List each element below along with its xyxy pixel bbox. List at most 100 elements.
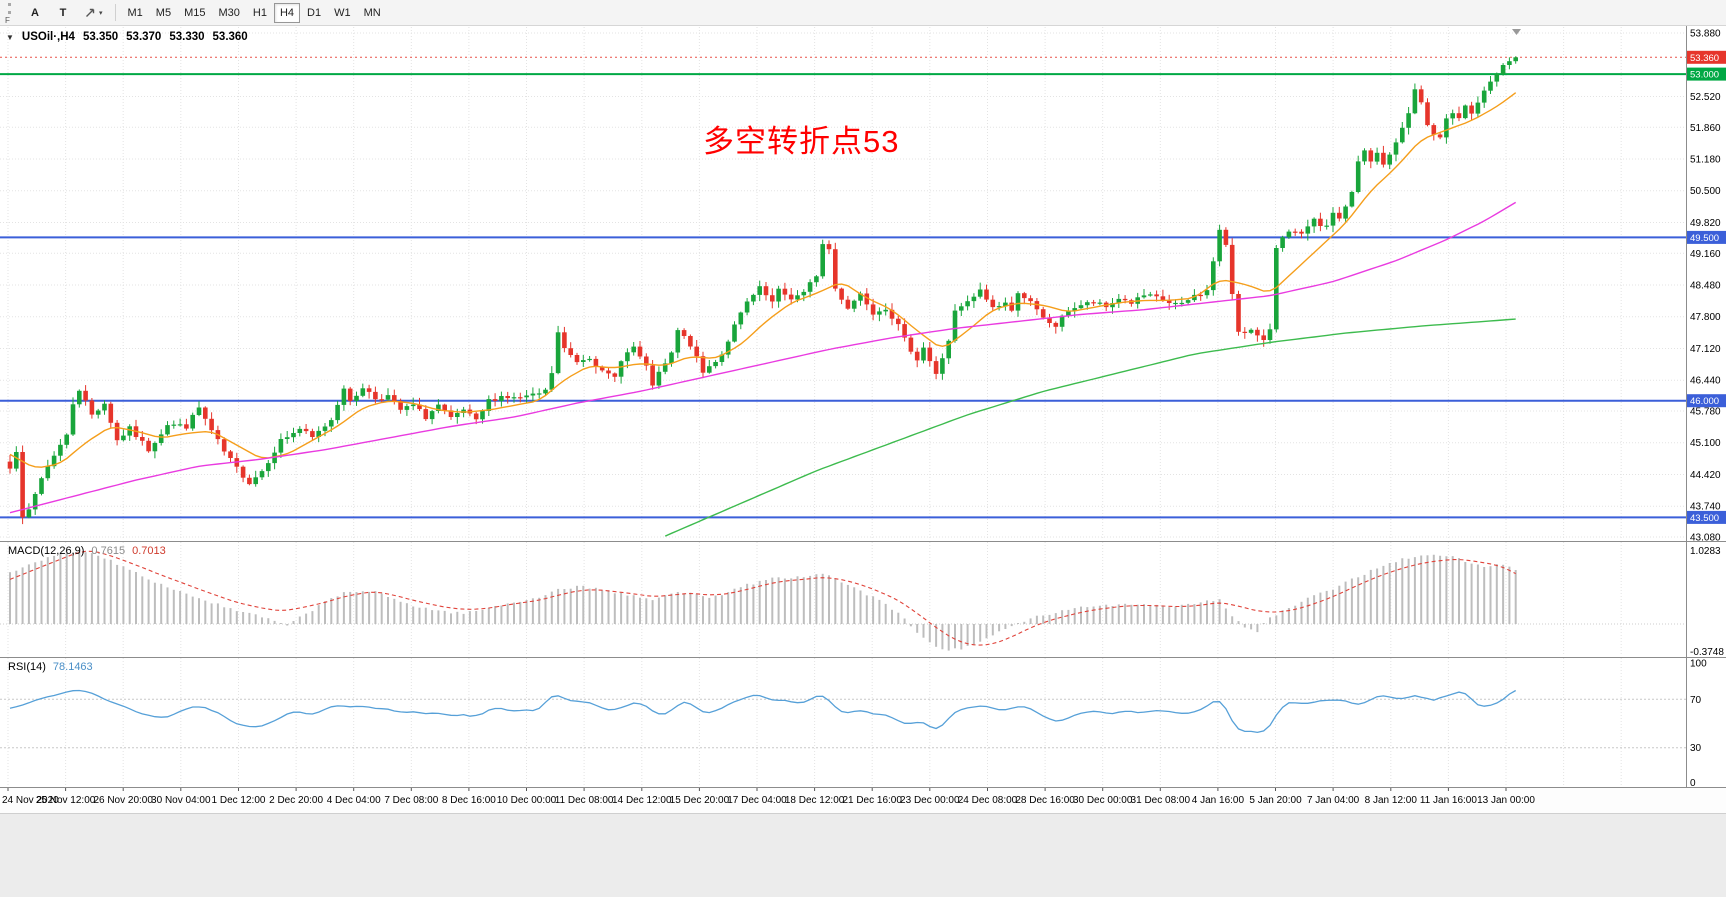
- arrow-tool-button[interactable]: ▾: [78, 3, 109, 23]
- ma-fast-line: [9, 92, 1517, 468]
- toolbar: F A T ▾ M1 M5 M15 M30 H1 H4 D1 W1 MN: [0, 0, 1726, 26]
- window-bottom-area: [0, 813, 1726, 897]
- svg-text:17 Dec 04:00: 17 Dec 04:00: [727, 795, 787, 806]
- svg-text:30 Nov 04:00: 30 Nov 04:00: [151, 795, 211, 806]
- price-axis-labels: 53.880 52.520 51.860 51.180 50.500 49.820 49.1…: [1690, 29, 1721, 544]
- svg-text:7 Jan 04:00: 7 Jan 04:00: [1307, 795, 1360, 806]
- svg-text:25 Nov 12:00: 25 Nov 12:00: [36, 795, 96, 806]
- svg-text:4 Dec 04:00: 4 Dec 04:00: [327, 795, 381, 806]
- svg-text:13 Jan 00:00: 13 Jan 00:00: [1477, 795, 1535, 806]
- macd-name: MACD(12,26,9): [8, 545, 85, 557]
- svg-text:30 Dec 00:00: 30 Dec 00:00: [1073, 795, 1133, 806]
- svg-text:51.180: 51.180: [1690, 155, 1721, 166]
- svg-text:70: 70: [1690, 695, 1702, 706]
- macd-signal-value: 0.7013: [132, 545, 166, 557]
- svg-text:52.520: 52.520: [1690, 92, 1721, 103]
- ohlc-open-value: 53.350: [82, 31, 119, 43]
- svg-text:2 Dec 20:00: 2 Dec 20:00: [269, 795, 323, 806]
- rsi-indicator-label: RSI(14) 78.1463: [8, 661, 93, 673]
- svg-text:49.820: 49.820: [1690, 218, 1721, 229]
- svg-text:8 Dec 16:00: 8 Dec 16:00: [442, 795, 496, 806]
- svg-text:49.160: 49.160: [1690, 249, 1721, 260]
- price-badge-43.500: 43.500: [1687, 510, 1726, 524]
- svg-text:11 Jan 16:00: 11 Jan 16:00: [1420, 795, 1478, 806]
- chart-annotation-text[interactable]: 多空转折点53: [703, 124, 900, 159]
- svg-text:30: 30: [1690, 743, 1702, 754]
- rsi-value: 78.1463: [52, 661, 93, 673]
- svg-text:11 Dec 08:00: 11 Dec 08:00: [555, 795, 614, 806]
- svg-text:0: 0: [1690, 778, 1696, 789]
- ohlc-close-value: 53.360: [212, 31, 248, 43]
- timeframe-m1-button[interactable]: M1: [122, 3, 149, 23]
- svg-text:45.780: 45.780: [1690, 407, 1721, 418]
- ma-mid-line: [9, 201, 1517, 514]
- macd-panel-surface[interactable]: [0, 542, 1686, 656]
- svg-text:53.880: 53.880: [1690, 29, 1721, 40]
- rsi-axis-labels: 100 70 30 0: [1690, 659, 1707, 790]
- time-axis-labels: 24 Nov 202025 Nov 12:0026 Nov 20:0030 No…: [2, 788, 1535, 806]
- svg-text:47.120: 47.120: [1690, 344, 1721, 355]
- price-axis-surface[interactable]: [1687, 26, 1726, 787]
- toolbar-f-label: F: [5, 15, 10, 25]
- timeframe-mn-button[interactable]: MN: [358, 3, 387, 23]
- svg-text:48.480: 48.480: [1690, 281, 1721, 292]
- toolbar-drag-handle[interactable]: [8, 2, 11, 14]
- timeframe-d1-button[interactable]: D1: [301, 3, 327, 23]
- text-tool-button[interactable]: T: [50, 3, 76, 23]
- toolbar-separator: [114, 4, 116, 21]
- svg-text:46.000: 46.000: [1690, 396, 1719, 407]
- time-axis-surface[interactable]: [0, 788, 1686, 812]
- svg-text:7 Dec 08:00: 7 Dec 08:00: [384, 795, 438, 806]
- svg-text:18 Dec 12:00: 18 Dec 12:00: [785, 795, 845, 806]
- svg-text:43.500: 43.500: [1690, 513, 1719, 524]
- svg-text:1 Dec 12:00: 1 Dec 12:00: [212, 795, 266, 806]
- price-badge-53.360: 53.360: [1687, 50, 1726, 64]
- timeframe-m5-button[interactable]: M5: [150, 3, 177, 23]
- svg-text:44.420: 44.420: [1690, 470, 1721, 481]
- svg-text:4 Jan 16:00: 4 Jan 16:00: [1192, 795, 1245, 806]
- ma-slow-line: [664, 318, 1516, 537]
- svg-text:43.080: 43.080: [1690, 533, 1721, 544]
- svg-text:8 Jan 12:00: 8 Jan 12:00: [1365, 795, 1418, 806]
- macd-main-value: 0.7615: [91, 545, 126, 557]
- svg-text:24 Dec 08:00: 24 Dec 08:00: [958, 795, 1018, 806]
- svg-text:24 Nov 2020: 24 Nov 2020: [2, 795, 59, 806]
- candlesticks-layer: [7, 56, 1518, 525]
- svg-text:21 Dec 16:00: 21 Dec 16:00: [842, 795, 902, 806]
- svg-text:100: 100: [1690, 659, 1707, 670]
- grid-layer: [0, 27, 1686, 786]
- symbol-period-label: USOil·,H4: [21, 31, 75, 43]
- svg-text:-0.3748: -0.3748: [1690, 647, 1724, 658]
- timeframe-w1-button[interactable]: W1: [328, 3, 357, 23]
- macd-indicator-label: MACD(12,26,9) 0.7615 0.7013: [8, 545, 166, 557]
- svg-text:43.740: 43.740: [1690, 502, 1721, 513]
- svg-text:53.360: 53.360: [1690, 53, 1719, 64]
- svg-text:23 Dec 00:00: 23 Dec 00:00: [900, 795, 960, 806]
- toolbar-handle-wrap: F: [2, 1, 20, 25]
- ohlc-low-value: 53.330: [169, 31, 205, 43]
- svg-text:14 Dec 12:00: 14 Dec 12:00: [612, 795, 672, 806]
- svg-text:51.860: 51.860: [1690, 123, 1721, 134]
- rsi-panel-surface[interactable]: [0, 658, 1686, 786]
- svg-text:49.500: 49.500: [1690, 233, 1719, 244]
- rsi-line: [9, 689, 1517, 734]
- svg-text:47.800: 47.800: [1690, 312, 1721, 323]
- macd-axis-labels: 1.0283 -0.3748: [1690, 546, 1724, 658]
- svg-text:5 Jan 20:00: 5 Jan 20:00: [1249, 795, 1302, 806]
- chart-shift-marker[interactable]: [1512, 29, 1521, 35]
- expander-triangle-icon[interactable]: ▼: [6, 32, 14, 42]
- timeframe-m15-button[interactable]: M15: [178, 3, 211, 23]
- svg-text:46.440: 46.440: [1690, 376, 1721, 387]
- rsi-name: RSI(14): [8, 661, 46, 673]
- main-chart-surface[interactable]: [0, 27, 1686, 540]
- timeframe-h4-button[interactable]: H4: [273, 2, 301, 23]
- svg-text:45.100: 45.100: [1690, 438, 1721, 449]
- chart-ohlc-header: ▼ USOil·,H4 53.350 53.370 53.330 53.360: [6, 31, 248, 43]
- timeframe-h1-button[interactable]: H1: [247, 3, 273, 23]
- price-badge-46.000: 46.000: [1687, 394, 1726, 408]
- timeframe-m30-button[interactable]: M30: [212, 3, 245, 23]
- label-tool-button[interactable]: A: [22, 3, 48, 23]
- svg-text:1.0283: 1.0283: [1690, 546, 1721, 557]
